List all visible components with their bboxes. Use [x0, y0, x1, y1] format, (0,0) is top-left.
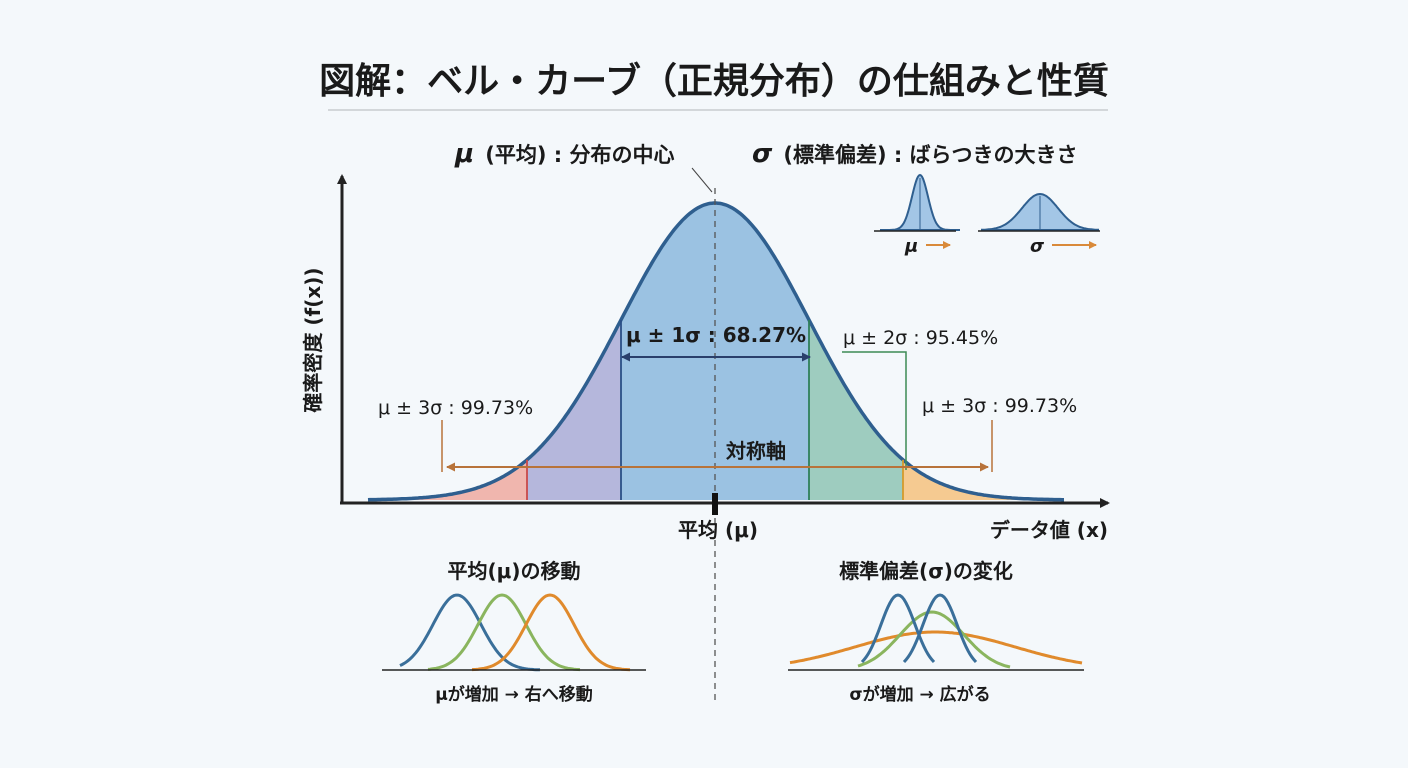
symmetry-label: 対称軸 — [725, 439, 786, 463]
inset-mu-symbol: μ — [904, 236, 918, 257]
spread-curve-narrow-right — [902, 593, 978, 664]
sigma-header: σ (標準偏差) : ばらつきの大きさ — [752, 139, 1078, 169]
region-right-3sigma — [903, 459, 1064, 500]
sigma-change-caption: σが増加 → 広がる — [849, 684, 990, 705]
mu-header-leader — [691, 167, 713, 193]
mu-header-text: (平均) : 分布の中心 — [485, 143, 674, 167]
inset-mu: μ — [874, 173, 960, 257]
x-axis-label: データ値 (x) — [990, 518, 1108, 542]
spread-curve-narrow-left — [860, 593, 936, 664]
sigma-change-curves — [789, 593, 1083, 669]
mu-header-symbol: μ — [454, 139, 474, 169]
shift-curve-orange — [471, 593, 631, 672]
spread-curve-medium — [857, 610, 1011, 669]
mu-header: μ (平均) : 分布の中心 — [454, 139, 674, 169]
inset-sigma-symbol: σ — [1030, 236, 1045, 257]
sigma-header-text: (標準偏差) : ばらつきの大きさ — [783, 143, 1077, 167]
page-title: 図解：ベル・カーブ（正規分布）の仕組みと性質 — [319, 60, 1109, 102]
region-left-3sigma — [368, 459, 527, 500]
spread-curve-wide — [789, 630, 1083, 665]
mean-shift-title: 平均(μ)の移動 — [448, 559, 581, 583]
mean-tick — [712, 493, 718, 515]
one-sigma-label: μ ± 1σ : 68.27% — [626, 323, 806, 347]
sigma-header-symbol: σ — [752, 139, 773, 169]
shift-curve-blue — [399, 593, 541, 672]
two-sigma-leader — [842, 351, 907, 470]
three-sigma-left-label: μ ± 3σ : 99.73% — [378, 397, 533, 419]
shift-curve-green — [427, 593, 581, 672]
bell-curve — [367, 201, 1064, 502]
inset-sigma: σ — [978, 192, 1100, 257]
region-1sigma — [621, 203, 809, 500]
y-axis-label: 確率密度 (f(x)) — [301, 267, 325, 412]
sigma-regions — [368, 203, 1064, 500]
mean-label: 平均 (μ) — [678, 518, 758, 542]
mean-shift-caption: μが増加 → 右へ移動 — [435, 684, 593, 705]
two-sigma-label: μ ± 2σ : 95.45% — [843, 327, 998, 349]
three-sigma-right-label: μ ± 3σ : 99.73% — [922, 395, 1077, 417]
mean-shift-curves — [399, 593, 631, 672]
sigma-change-title: 標準偏差(σ)の変化 — [839, 559, 1013, 583]
